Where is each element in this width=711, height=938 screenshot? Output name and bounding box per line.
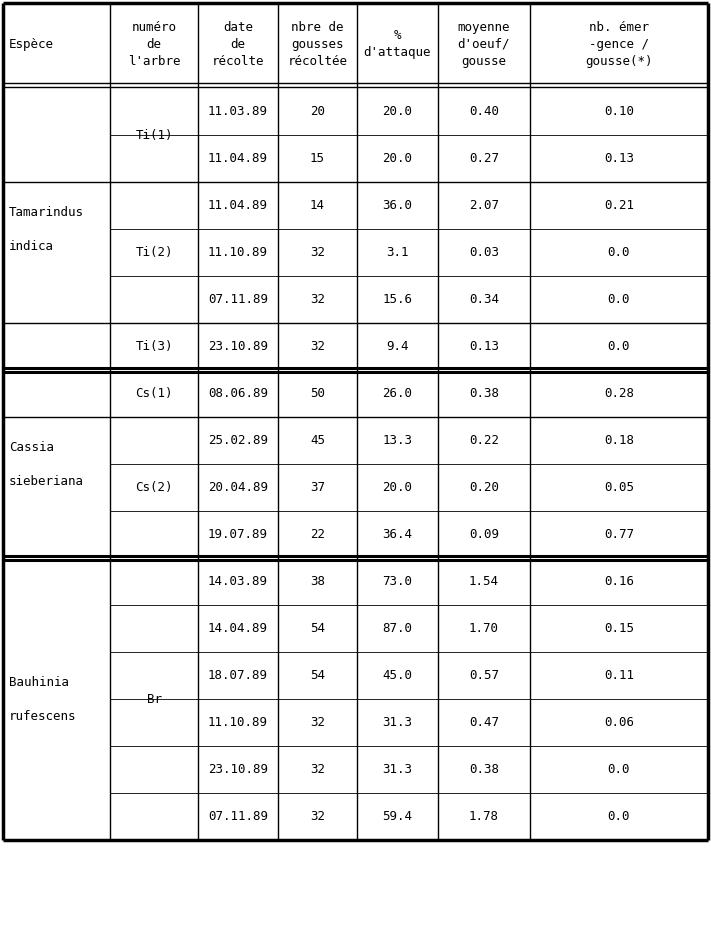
Text: 20.0: 20.0 <box>383 105 412 118</box>
Text: 0.0: 0.0 <box>608 763 630 776</box>
Text: 20.04.89: 20.04.89 <box>208 481 268 494</box>
Text: 26.0: 26.0 <box>383 387 412 400</box>
Text: 0.05: 0.05 <box>604 481 634 494</box>
Text: Cs(1): Cs(1) <box>135 387 173 400</box>
Text: 3.1: 3.1 <box>386 246 409 259</box>
Text: 54: 54 <box>310 622 325 635</box>
Text: 11.10.89: 11.10.89 <box>208 246 268 259</box>
Text: 13.3: 13.3 <box>383 434 412 447</box>
Text: 1.70: 1.70 <box>469 622 499 635</box>
Text: 0.09: 0.09 <box>469 528 499 541</box>
Text: 0.0: 0.0 <box>608 340 630 353</box>
Text: 87.0: 87.0 <box>383 622 412 635</box>
Text: moyenne
d'oeuf/
gousse: moyenne d'oeuf/ gousse <box>458 21 510 68</box>
Text: 0.38: 0.38 <box>469 763 499 776</box>
Text: 07.11.89: 07.11.89 <box>208 810 268 823</box>
Text: date
de
récolte: date de récolte <box>212 21 264 68</box>
Text: 15.6: 15.6 <box>383 293 412 306</box>
Text: 20.0: 20.0 <box>383 481 412 494</box>
Text: 0.13: 0.13 <box>604 152 634 165</box>
Text: 38: 38 <box>310 575 325 588</box>
Text: 07.11.89: 07.11.89 <box>208 293 268 306</box>
Text: 0.22: 0.22 <box>469 434 499 447</box>
Text: 0.34: 0.34 <box>469 293 499 306</box>
Text: 45.0: 45.0 <box>383 669 412 682</box>
Text: 0.06: 0.06 <box>604 716 634 729</box>
Text: 14: 14 <box>310 199 325 212</box>
Text: numéro
de
l'arbre: numéro de l'arbre <box>128 21 181 68</box>
Text: Bauhinia

rufescens: Bauhinia rufescens <box>9 675 77 722</box>
Text: 14.04.89: 14.04.89 <box>208 622 268 635</box>
Text: Tamarindus

indica: Tamarindus indica <box>9 205 84 252</box>
Text: Cassia

sieberiana: Cassia sieberiana <box>9 441 84 488</box>
Text: 25.02.89: 25.02.89 <box>208 434 268 447</box>
Text: 0.03: 0.03 <box>469 246 499 259</box>
Text: 32: 32 <box>310 293 325 306</box>
Text: 32: 32 <box>310 716 325 729</box>
Text: 31.3: 31.3 <box>383 716 412 729</box>
Text: 20.0: 20.0 <box>383 152 412 165</box>
Text: 1.78: 1.78 <box>469 810 499 823</box>
Text: nb. émer
-gence /
gousse(*): nb. émer -gence / gousse(*) <box>585 21 653 68</box>
Text: 0.27: 0.27 <box>469 152 499 165</box>
Text: 23.10.89: 23.10.89 <box>208 340 268 353</box>
Text: 23.10.89: 23.10.89 <box>208 763 268 776</box>
Text: 0.16: 0.16 <box>604 575 634 588</box>
Text: 0.15: 0.15 <box>604 622 634 635</box>
Text: 0.0: 0.0 <box>608 810 630 823</box>
Text: Ti(1): Ti(1) <box>135 129 173 142</box>
Text: nbre de
gousses
récoltée: nbre de gousses récoltée <box>287 21 348 68</box>
Text: 0.57: 0.57 <box>469 669 499 682</box>
Text: 73.0: 73.0 <box>383 575 412 588</box>
Text: 32: 32 <box>310 763 325 776</box>
Text: 0.20: 0.20 <box>469 481 499 494</box>
Text: 0.13: 0.13 <box>469 340 499 353</box>
Text: 08.06.89: 08.06.89 <box>208 387 268 400</box>
Text: 0.0: 0.0 <box>608 293 630 306</box>
Text: Cs(2): Cs(2) <box>135 481 173 494</box>
Text: Espèce: Espèce <box>9 38 54 51</box>
Text: 0.10: 0.10 <box>604 105 634 118</box>
Text: 0.18: 0.18 <box>604 434 634 447</box>
Text: 0.40: 0.40 <box>469 105 499 118</box>
Text: 0.11: 0.11 <box>604 669 634 682</box>
Text: 11.04.89: 11.04.89 <box>208 199 268 212</box>
Text: 11.04.89: 11.04.89 <box>208 152 268 165</box>
Text: 37: 37 <box>310 481 325 494</box>
Text: Ti(2): Ti(2) <box>135 246 173 259</box>
Text: 0.0: 0.0 <box>608 246 630 259</box>
Text: 11.10.89: 11.10.89 <box>208 716 268 729</box>
Text: 0.21: 0.21 <box>604 199 634 212</box>
Text: 36.4: 36.4 <box>383 528 412 541</box>
Text: 59.4: 59.4 <box>383 810 412 823</box>
Text: 32: 32 <box>310 246 325 259</box>
Text: 19.07.89: 19.07.89 <box>208 528 268 541</box>
Text: 20: 20 <box>310 105 325 118</box>
Text: Ti(3): Ti(3) <box>135 340 173 353</box>
Text: 11.03.89: 11.03.89 <box>208 105 268 118</box>
Text: 9.4: 9.4 <box>386 340 409 353</box>
Text: 18.07.89: 18.07.89 <box>208 669 268 682</box>
Text: 22: 22 <box>310 528 325 541</box>
Text: 54: 54 <box>310 669 325 682</box>
Text: 2.07: 2.07 <box>469 199 499 212</box>
Text: 31.3: 31.3 <box>383 763 412 776</box>
Text: 50: 50 <box>310 387 325 400</box>
Text: Br: Br <box>146 692 161 705</box>
Text: 0.47: 0.47 <box>469 716 499 729</box>
Text: 32: 32 <box>310 340 325 353</box>
Text: 45: 45 <box>310 434 325 447</box>
Text: 1.54: 1.54 <box>469 575 499 588</box>
Text: 0.28: 0.28 <box>604 387 634 400</box>
Text: 0.38: 0.38 <box>469 387 499 400</box>
Text: 0.77: 0.77 <box>604 528 634 541</box>
Text: 15: 15 <box>310 152 325 165</box>
Text: %
d'attaque: % d'attaque <box>364 29 432 59</box>
Text: 36.0: 36.0 <box>383 199 412 212</box>
Text: 14.03.89: 14.03.89 <box>208 575 268 588</box>
Text: 32: 32 <box>310 810 325 823</box>
